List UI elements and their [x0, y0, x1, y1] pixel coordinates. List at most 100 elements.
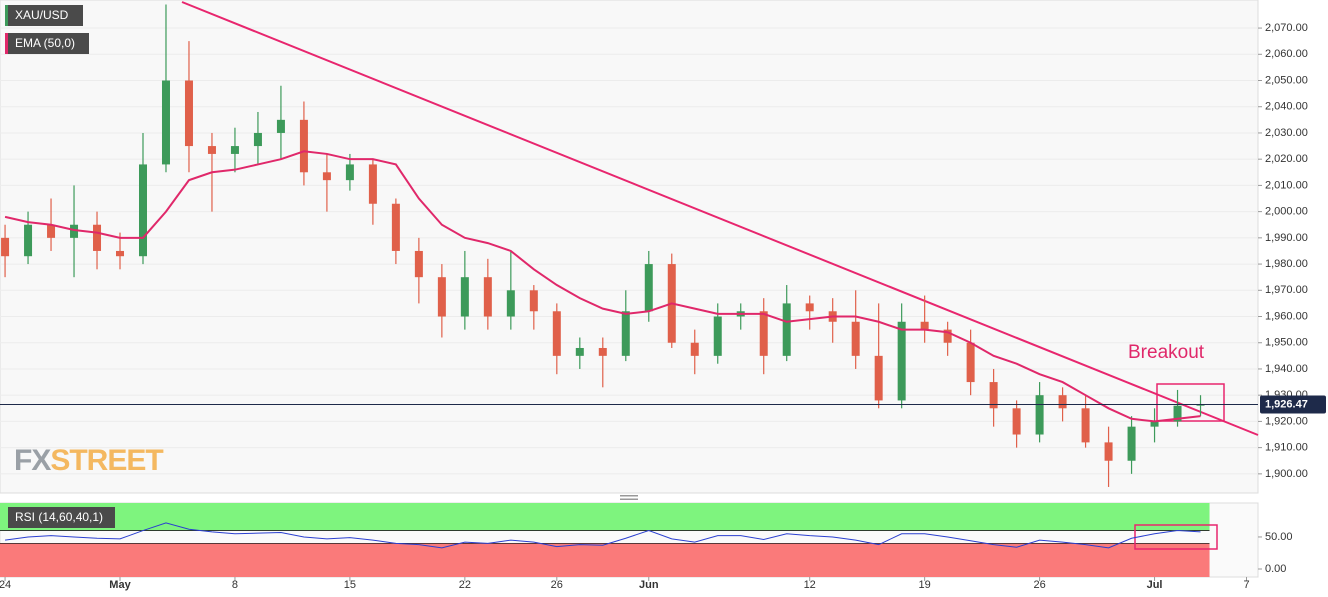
rsi-lower-band — [0, 543, 1210, 577]
legend-swatch — [5, 33, 8, 54]
y-tick-label: 50.00 — [1265, 531, 1293, 543]
candle-body — [116, 250, 125, 257]
candle-body — [575, 347, 584, 356]
candle-body — [47, 224, 56, 238]
breakout-box — [1156, 383, 1225, 422]
candle-body — [368, 164, 377, 204]
logo-part: FX — [14, 444, 51, 477]
y-tick-label: 1,910.00 — [1265, 442, 1308, 454]
candle-body — [966, 342, 975, 383]
y-tick-label: 2,060.00 — [1265, 48, 1308, 60]
candle-body — [782, 303, 791, 356]
legend-swatch — [5, 5, 8, 26]
y-tick-label: 2,000.00 — [1265, 206, 1308, 218]
logo: FXSTREET — [14, 444, 163, 477]
legend-label: EMA (50,0) — [15, 36, 75, 50]
rsi-upper-band — [0, 503, 1210, 531]
legend-box — [5, 5, 83, 26]
y-tick-label: 1,920.00 — [1265, 415, 1308, 427]
candle-body — [690, 342, 699, 356]
candle-body — [253, 132, 262, 147]
candle-body — [1173, 405, 1182, 422]
candle-body — [322, 172, 331, 181]
candle-body — [483, 277, 492, 317]
candle-body — [943, 329, 952, 343]
x-tick-label: Jun — [639, 579, 659, 591]
candle-body — [437, 277, 446, 317]
x-tick-label: 26 — [1033, 579, 1045, 591]
x-tick-label: 8 — [232, 579, 238, 591]
logo-part: STREET — [50, 444, 163, 477]
y-tick-label: 1,990.00 — [1265, 232, 1308, 244]
legend-label: XAU/USD — [15, 8, 69, 22]
y-tick-label: 1,900.00 — [1265, 468, 1308, 480]
ema-line — [4, 150, 1201, 423]
candle-body — [1196, 404, 1205, 406]
legend-box — [5, 507, 115, 528]
y-tick-label: 2,070.00 — [1265, 22, 1308, 34]
candle-body — [805, 303, 814, 312]
x-tick-label: 26 — [551, 579, 563, 591]
candle-body — [1150, 421, 1159, 427]
candle-body — [161, 80, 170, 165]
current-price-label: 1,926.47 — [1265, 398, 1308, 410]
rsi-box — [1134, 524, 1218, 550]
candle-body — [1127, 426, 1136, 461]
candle-body — [874, 355, 883, 401]
candle-body — [230, 146, 239, 154]
candle-body — [598, 347, 607, 356]
candle-body — [70, 224, 79, 238]
candle-body — [506, 290, 515, 317]
candle-body — [1104, 442, 1113, 461]
candle-body — [24, 224, 33, 257]
y-tick-label: 1,940.00 — [1265, 363, 1308, 375]
rsi-line — [4, 522, 1201, 549]
y-tick-label: 2,040.00 — [1265, 101, 1308, 113]
candle-body — [713, 316, 722, 356]
candle-body — [1058, 395, 1067, 409]
current-price-tag — [1260, 395, 1326, 414]
candle-body — [345, 164, 354, 181]
y-tick-label: 2,010.00 — [1265, 179, 1308, 191]
y-tick-label: 1,970.00 — [1265, 284, 1308, 296]
trendline — [181, 1, 1259, 436]
candle-body — [759, 311, 768, 356]
candle-body — [391, 203, 400, 251]
candle-body — [552, 311, 561, 356]
x-tick-label: 7 — [1243, 579, 1249, 591]
candle-body — [184, 80, 193, 147]
candle-body — [138, 164, 147, 257]
y-tick-label: 1,960.00 — [1265, 310, 1308, 322]
divider-handle — [620, 495, 638, 497]
x-tick-label: 12 — [804, 579, 816, 591]
legend-box — [5, 33, 89, 54]
y-tick-label: 1,980.00 — [1265, 258, 1308, 270]
y-tick-label: 0.00 — [1265, 563, 1286, 575]
candle-body — [851, 321, 860, 356]
divider-handle — [620, 498, 638, 500]
x-tick-label: 15 — [344, 579, 356, 591]
candle-body — [529, 290, 538, 312]
candle-body — [621, 311, 630, 356]
price-pane — [0, 0, 1259, 494]
candle-body — [1012, 408, 1021, 435]
candle-body — [93, 224, 102, 251]
y-tick-label: 1,950.00 — [1265, 337, 1308, 349]
candle-body — [1035, 395, 1044, 435]
annotation: Breakout — [1128, 342, 1205, 363]
legend-swatch — [5, 507, 8, 528]
y-tick-label: 2,020.00 — [1265, 153, 1308, 165]
y-tick-label: 2,050.00 — [1265, 74, 1308, 86]
candle-body — [207, 146, 216, 154]
y-tick-label: 2,030.00 — [1265, 127, 1308, 139]
candle-body — [897, 321, 906, 401]
candle-body — [299, 119, 308, 173]
x-tick-label: 19 — [919, 579, 931, 591]
candle-body — [414, 250, 423, 278]
x-tick-label: 22 — [459, 579, 471, 591]
candle-body — [920, 321, 929, 330]
x-tick-label: Jul — [1147, 579, 1163, 591]
candle-body — [1, 237, 10, 257]
x-tick-label: May — [109, 579, 131, 591]
